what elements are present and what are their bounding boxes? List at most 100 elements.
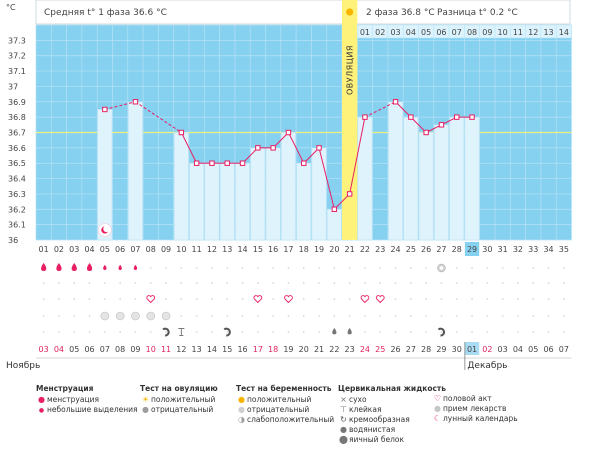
temperature-bar (205, 163, 219, 240)
marker-placeholder-dot (242, 282, 244, 284)
phase1-stat: Средняя t° 1 фаза 36.6 °C (44, 8, 167, 18)
marker-placeholder-dot (196, 331, 198, 333)
marker-placeholder-dot (150, 282, 152, 284)
marker-placeholder-dot (502, 267, 504, 269)
marker-placeholder-dot (532, 282, 534, 284)
temperature-bar (235, 163, 249, 240)
calendar-date: 26 (390, 345, 400, 354)
moon-icon: ☾ (432, 414, 443, 424)
marker-placeholder-dot (532, 331, 534, 333)
legend-item-label: лунный календарь (443, 414, 518, 423)
marker-placeholder-dot (73, 315, 75, 317)
post-ovulation-day: 06 (436, 28, 446, 37)
marker-placeholder-dot (349, 267, 351, 269)
yellow-dot-icon: ● (236, 395, 247, 405)
temperature-point (256, 146, 260, 150)
cycle-day-label: 24 (390, 245, 400, 254)
light-dot-icon: ● (236, 405, 247, 415)
legend-item-label: водянистая (349, 425, 395, 434)
marker-placeholder-dot (58, 282, 60, 284)
legend-item-label: менструация (47, 395, 99, 404)
legend-item: ◑ слабоположительный (236, 415, 334, 425)
temperature-point (393, 100, 397, 104)
marker-placeholder-dot (563, 315, 565, 317)
marker-placeholder-dot (318, 298, 320, 300)
marker-placeholder-dot (471, 315, 473, 317)
marker-placeholder-dot (441, 282, 443, 284)
marker-placeholder-dot (226, 315, 228, 317)
cycle-day-label: 14 (237, 245, 247, 254)
legend-group-title: Цервикальная жидкость (338, 384, 446, 393)
temperature-point (424, 130, 428, 134)
marker-placeholder-dot (486, 267, 488, 269)
menstruation-drop-icon (41, 263, 46, 271)
half-dot-icon: ◑ (236, 415, 247, 425)
legend-group: Тест на овуляцию ☀ положительный ● отрицател… (140, 384, 218, 415)
temperature-point (103, 107, 107, 111)
marker-placeholder-dot (563, 282, 565, 284)
marker-placeholder-dot (272, 298, 274, 300)
cycle-day-label: 18 (299, 245, 309, 254)
temperature-bar (220, 163, 234, 240)
marker-placeholder-dot (395, 315, 397, 317)
cycle-day-label: 27 (436, 245, 446, 254)
marker-placeholder-dot (119, 331, 121, 333)
pregnancy-test-negative-icon (101, 312, 109, 320)
legend-item: × сухо (338, 395, 446, 405)
marker-placeholder-dot (135, 282, 137, 284)
marker-placeholder-dot (226, 267, 228, 269)
marker-placeholder-dot (150, 267, 152, 269)
marker-placeholder-dot (119, 282, 121, 284)
post-ovulation-day: 14 (559, 28, 569, 37)
marker-placeholder-dot (119, 298, 121, 300)
calendar-date: 19 (283, 345, 293, 354)
cycle-day-label: 23 (375, 245, 385, 254)
marker-placeholder-dot (226, 282, 228, 284)
cycle-day-label: 30 (482, 245, 492, 254)
marker-placeholder-dot (441, 331, 443, 333)
marker-placeholder-dot (135, 298, 137, 300)
calendar-date: 28 (421, 345, 431, 354)
marker-placeholder-dot (89, 298, 91, 300)
marker-placeholder-dot (73, 331, 75, 333)
marker-placeholder-dot (333, 267, 335, 269)
marker-placeholder-dot (180, 315, 182, 317)
marker-placeholder-dot (150, 331, 152, 333)
calendar-date: 13 (192, 345, 202, 354)
temperature-point (133, 100, 137, 104)
sun-icon: ☀ (140, 395, 151, 405)
cycle-day-label: 08 (146, 245, 156, 254)
marker-placeholder-dot (486, 315, 488, 317)
calendar-date-weekend: 04 (54, 345, 64, 354)
y-tick-label: 36.2 (8, 205, 26, 214)
marker-placeholder-dot (318, 331, 320, 333)
marker-placeholder-dot (410, 331, 412, 333)
marker-placeholder-dot (425, 315, 427, 317)
intercourse-heart-icon (254, 296, 262, 303)
drop-grey-icon: ● (338, 425, 349, 435)
bbt-chart-widget: Средняя t° 1 фаза 36.6 °C 2 фаза 36.8 °C… (0, 0, 600, 470)
calendar-date: 15 (222, 345, 232, 354)
post-ovulation-day: 05 (421, 28, 431, 37)
marker-placeholder-dot (425, 267, 427, 269)
y-tick-label: 36.5 (8, 159, 26, 168)
marker-placeholder-dot (379, 267, 381, 269)
marker-placeholder-dot (43, 282, 45, 284)
cycle-day-label: 29 (467, 245, 477, 254)
legend-item-label: половой акт (443, 394, 492, 403)
month-label-november: Ноябрь (6, 361, 40, 371)
marker-placeholder-dot (395, 298, 397, 300)
marker-placeholder-dot (303, 282, 305, 284)
pregnancy-test-negative-icon (162, 312, 170, 320)
legend-item: ● положительный (236, 395, 334, 405)
post-ovulation-day: 03 (390, 28, 400, 37)
cycle-day-label: 12 (207, 245, 217, 254)
marker-placeholder-dot (548, 315, 550, 317)
marker-placeholder-dot (242, 315, 244, 317)
marker-placeholder-dot (532, 315, 534, 317)
calendar-date: 05 (528, 345, 538, 354)
marker-placeholder-dot (165, 282, 167, 284)
cycle-day-label: 04 (84, 245, 94, 254)
cycle-day-label: 33 (528, 245, 538, 254)
temperature-bar (450, 117, 464, 240)
